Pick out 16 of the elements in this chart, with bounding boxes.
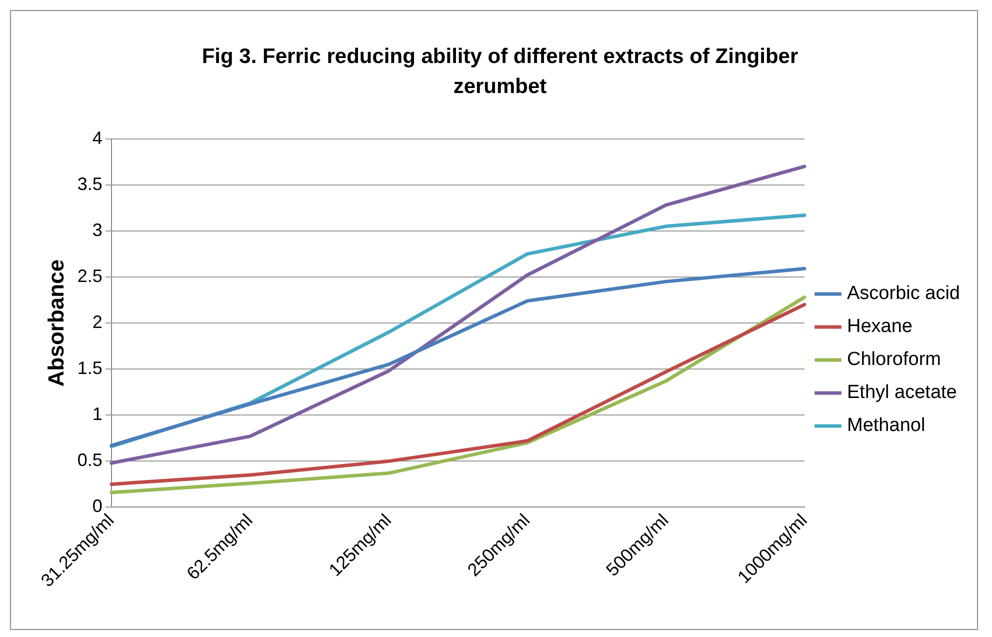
y-tick-label: 4 [92,128,102,148]
legend-label: Ethyl acetate [847,382,957,404]
y-tick-label: 2.5 [77,266,102,286]
y-axis-title: Absorbance [43,259,68,387]
legend-label: Chloroform [847,349,941,370]
y-tick-label: 1 [92,404,102,424]
y-tick-label: 0.5 [77,450,102,470]
chart-title: Fig 3. Ferric reducing ability of different extracts of Zingiber zerumbet [200,44,800,100]
y-tick-label: 1.5 [77,358,102,378]
y-tick-label: 2 [92,312,102,332]
legend-label: Methanol [847,415,926,436]
y-tick-label: 3 [92,220,102,240]
legend-label: Ascorbic acid [847,283,960,304]
y-tick-label: 3.5 [77,174,102,194]
legend-label: Hexane [847,316,913,338]
y-tick-label: 0 [92,496,102,516]
